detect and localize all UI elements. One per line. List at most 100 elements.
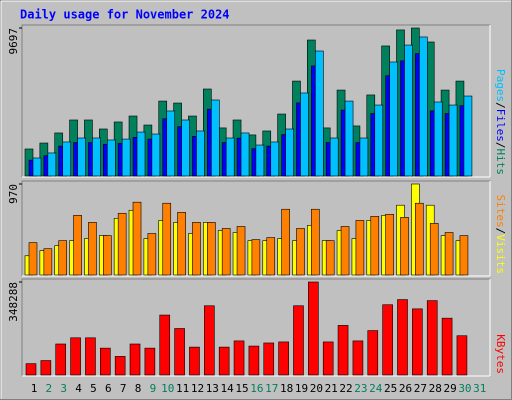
bar [448, 104, 458, 177]
bar [311, 208, 320, 276]
bar [62, 141, 72, 177]
bar [281, 208, 290, 276]
bar [441, 317, 453, 376]
x-tick-label: 21 [325, 382, 338, 395]
x-tick-label: 20 [310, 382, 323, 395]
x-tick-label: 1 [31, 382, 38, 395]
bar [308, 281, 319, 376]
bar [352, 340, 364, 376]
bar [300, 92, 309, 177]
x-tick-label: 26 [399, 382, 412, 395]
bar [55, 343, 67, 376]
bar [270, 141, 280, 177]
bar [92, 137, 101, 177]
x-tick-label: 6 [105, 382, 112, 395]
bar [263, 342, 275, 376]
bar [136, 131, 146, 177]
bar [121, 138, 131, 177]
bar [189, 346, 200, 376]
legend-entry: Sites [494, 195, 507, 228]
bar [459, 235, 469, 276]
bar [367, 330, 379, 376]
bar [278, 341, 289, 376]
x-tick-label: 23 [354, 382, 367, 395]
bar [129, 343, 141, 376]
bar [340, 226, 350, 276]
bar [151, 133, 161, 177]
bar [433, 101, 443, 177]
bar [429, 223, 439, 276]
x-tick-label: 5 [90, 382, 97, 395]
bar [426, 300, 438, 376]
x-tick-label: 7 [120, 382, 127, 395]
bar [236, 226, 246, 276]
x-tick-label: 11 [176, 382, 189, 395]
legend-separator: / [494, 142, 507, 149]
x-tick-label: 31 [473, 382, 486, 395]
bar [359, 137, 369, 177]
bar [285, 128, 294, 177]
bar [382, 304, 393, 376]
x-tick-label: 2 [46, 382, 53, 395]
bar [25, 363, 37, 376]
bar [322, 341, 334, 376]
y-tick-label: 348288 [7, 282, 20, 322]
bar [77, 137, 86, 177]
bar [70, 337, 81, 376]
x-tick-label: 15 [235, 382, 248, 395]
bar [456, 335, 468, 376]
bar [28, 242, 38, 276]
bar [117, 212, 127, 276]
x-tick-label: 25 [384, 382, 397, 395]
bar [221, 228, 231, 276]
bar [344, 100, 354, 177]
bar [444, 232, 454, 276]
bar [419, 36, 428, 177]
x-tick-label: 9 [150, 382, 157, 395]
legend-entry: Files [494, 109, 507, 142]
legend-entry: Hits [494, 149, 507, 176]
legend-entry: Pages [494, 69, 507, 102]
bar [103, 235, 112, 276]
bar [144, 347, 156, 376]
legend: KBytes [494, 334, 507, 374]
bar [192, 222, 201, 276]
bar [162, 202, 172, 276]
bar [43, 248, 53, 276]
legend: Sites/Visits [494, 195, 507, 275]
y-tick-label: 9697 [7, 28, 20, 55]
bar [355, 220, 365, 276]
bar [412, 308, 423, 376]
bar [251, 239, 261, 276]
bar [400, 217, 409, 276]
legend: Pages/Files/Hits [494, 69, 507, 175]
x-tick-label: 30 [458, 382, 471, 395]
legend-entry: Visits [494, 234, 507, 274]
bar [211, 99, 220, 177]
x-tick-label: 10 [161, 382, 174, 395]
bar [233, 340, 245, 376]
bar [389, 61, 398, 177]
bar [404, 44, 413, 177]
bar [337, 325, 349, 376]
bar [58, 240, 68, 276]
x-tick-label: 19 [295, 382, 308, 395]
bar [207, 222, 216, 276]
bar [177, 212, 186, 276]
bar [204, 305, 215, 376]
bar [296, 228, 305, 276]
y-tick-label: 970 [7, 184, 20, 204]
bar [315, 50, 324, 177]
bar [248, 345, 260, 376]
bar [240, 132, 250, 177]
bar [196, 130, 205, 177]
bar [255, 144, 265, 177]
bar [463, 95, 473, 177]
x-tick-label: 29 [443, 382, 456, 395]
bar [114, 356, 126, 376]
x-tick-label: 28 [429, 382, 442, 395]
x-tick-label: 22 [339, 382, 352, 395]
bar [147, 233, 157, 276]
